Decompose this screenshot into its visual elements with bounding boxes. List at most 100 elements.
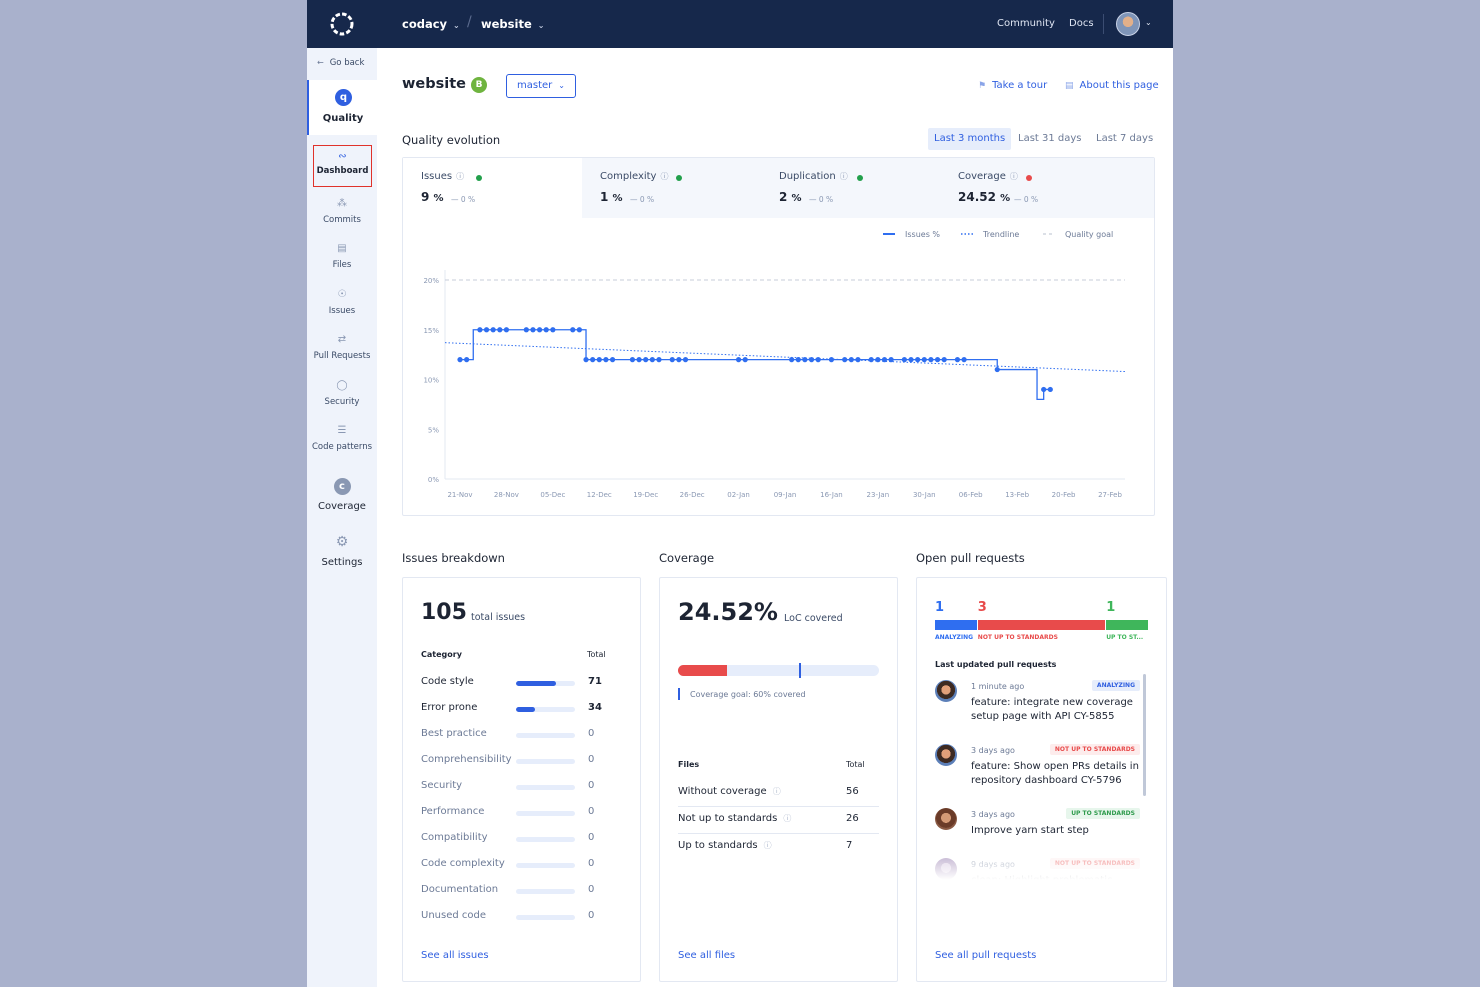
tab-last-31-days[interactable]: Last 31 days [1018, 133, 1082, 144]
org-breadcrumb[interactable]: codacy ⌄ [402, 17, 460, 31]
metric-unit: % [791, 193, 802, 204]
category-bar-fill [516, 707, 536, 712]
issue-category-row[interactable]: Performance 0 [421, 806, 621, 826]
see-all-issues-link[interactable]: See all issues [421, 950, 489, 961]
category-total: 0 [588, 832, 595, 843]
help-icon[interactable]: ⓘ [456, 172, 465, 181]
y-tick-label: 5% [428, 426, 439, 434]
data-point [735, 357, 742, 363]
pr-status-bar-segment[interactable] [977, 620, 1106, 630]
help-icon[interactable]: ⓘ [763, 841, 772, 850]
y-tick-label: 0% [428, 476, 439, 484]
help-icon[interactable]: ⓘ [772, 787, 781, 796]
legend-label: Quality goal [1065, 230, 1113, 239]
data-point [881, 357, 888, 363]
community-link[interactable]: Community [997, 18, 1055, 29]
issue-category-row[interactable]: Error prone 34 [421, 702, 621, 722]
data-point [928, 357, 934, 363]
data-point [603, 357, 609, 363]
avatar [935, 808, 957, 830]
chevron-down-icon: ⌄ [537, 21, 545, 30]
category-total: 0 [588, 806, 595, 817]
docs-link[interactable]: Docs [1069, 18, 1094, 29]
data-point [934, 357, 941, 363]
sidebar-item-security[interactable]: ◯ Security [307, 379, 377, 407]
pr-status-count: 1 [935, 600, 945, 615]
sidebar-item-issues[interactable]: ☉ Issues [307, 288, 377, 316]
sidebar-item-pull-requests[interactable]: ⇄ Pull Requests [307, 333, 377, 361]
coverage-row-not-up-to-standards[interactable]: Not up to standards ⓘ 26 [678, 807, 879, 834]
user-avatar[interactable] [1116, 12, 1140, 36]
help-icon[interactable]: ⓘ [660, 172, 669, 181]
see-all-pull-requests-link[interactable]: See all pull requests [935, 950, 1037, 961]
help-icon[interactable]: ⓘ [1009, 172, 1018, 181]
x-tick-label: 06-Feb [959, 491, 983, 499]
sidebar-item-dashboard[interactable]: ∾ Dashboard [313, 145, 372, 187]
data-point [477, 327, 483, 333]
help-icon[interactable]: ⓘ [839, 172, 848, 181]
shield-icon: ◯ [336, 380, 348, 391]
coverage-row-up-to-standards[interactable]: Up to standards ⓘ 7 [678, 834, 879, 861]
sidebar-item-coverage[interactable]: c Coverage [307, 478, 377, 512]
top-bar: codacy ⌄ / website ⌄ Community Docs ⌄ [307, 0, 1173, 48]
pr-status-label: UP TO ST... [1106, 634, 1144, 641]
category-name: Best practice [421, 728, 487, 739]
metric-delta: — 0 % [630, 195, 655, 204]
sidebar-item-code-patterns[interactable]: ☰ Code patterns [307, 424, 377, 452]
pr-status-bar-segment[interactable] [1106, 620, 1148, 630]
see-all-files-link[interactable]: See all files [678, 950, 736, 961]
data-point [497, 327, 503, 333]
repo-name: website [481, 17, 532, 31]
category-total: 0 [588, 780, 595, 791]
issue-category-row[interactable]: Compatibility 0 [421, 832, 621, 852]
data-point [941, 357, 947, 363]
data-point [908, 357, 914, 363]
chevron-down-icon: ⌄ [558, 81, 565, 90]
coverage-goal-legend-mark [678, 688, 680, 700]
about-page-link[interactable]: ▤ About this page [1065, 80, 1159, 91]
tab-last-3-months[interactable]: Last 3 months [928, 128, 1012, 150]
issue-category-row[interactable]: Code style 71 [421, 676, 621, 696]
issue-category-row[interactable]: Best practice 0 [421, 728, 621, 748]
chevron-down-icon[interactable]: ⌄ [1145, 18, 1152, 27]
trendline [444, 342, 1126, 373]
sidebar-quality-section[interactable]: q Quality [307, 80, 377, 135]
take-tour-link[interactable]: ⚑ Take a tour [978, 80, 1047, 91]
sidebar-item-commits[interactable]: ⁂ Commits [307, 197, 377, 225]
sidebar-item-label: Security [324, 397, 360, 407]
metric-tab-coverage[interactable]: Coverage ⓘ 24.52 % — 0 % [940, 158, 1154, 218]
metric-tab-complexity[interactable]: Complexity ⓘ 1 % — 0 % [582, 158, 761, 218]
gear-icon: ⚙ [335, 534, 349, 550]
coverage-row-without-coverage[interactable]: Without coverage ⓘ 56 [678, 780, 879, 807]
issue-category-row[interactable]: Code complexity 0 [421, 858, 621, 878]
repo-breadcrumb[interactable]: website ⌄ [481, 17, 544, 31]
codacy-logo-icon[interactable] [329, 11, 355, 37]
issue-category-row[interactable]: Security 0 [421, 780, 621, 800]
go-back-link[interactable]: ← Go back [317, 58, 364, 68]
sidebar-item-files[interactable]: ▤ Files [307, 242, 377, 270]
data-point [649, 357, 655, 363]
category-name: Unused code [421, 910, 486, 921]
data-point [815, 357, 821, 363]
metric-tab-issues[interactable]: Issues ⓘ 9 % — 0 % [403, 158, 582, 218]
data-point [570, 327, 576, 333]
issue-category-row[interactable]: Unused code 0 [421, 910, 621, 930]
tab-last-7-days[interactable]: Last 7 days [1096, 133, 1154, 144]
branch-selector[interactable]: master ⌄ [506, 74, 576, 98]
org-name: codacy [402, 17, 448, 31]
sidebar-item-settings[interactable]: ⚙ Settings [307, 534, 377, 568]
row-value: 26 [846, 813, 859, 824]
data-point [842, 357, 848, 363]
quality-label: Quality [322, 113, 364, 124]
flag-icon: ⚑ [978, 81, 987, 91]
avatar [935, 744, 957, 766]
pr-status-bar-segment[interactable] [935, 620, 977, 630]
category-bar [516, 915, 575, 920]
help-icon[interactable]: ⓘ [783, 814, 792, 823]
pr-list-scrollbar[interactable] [1143, 674, 1146, 796]
metric-tab-duplication[interactable]: Duplication ⓘ 2 % — 0 % [761, 158, 940, 218]
category-name: Security [421, 780, 463, 791]
issue-category-row[interactable]: Documentation 0 [421, 884, 621, 904]
issue-category-row[interactable]: Comprehensibility 0 [421, 754, 621, 774]
data-point [915, 357, 921, 363]
